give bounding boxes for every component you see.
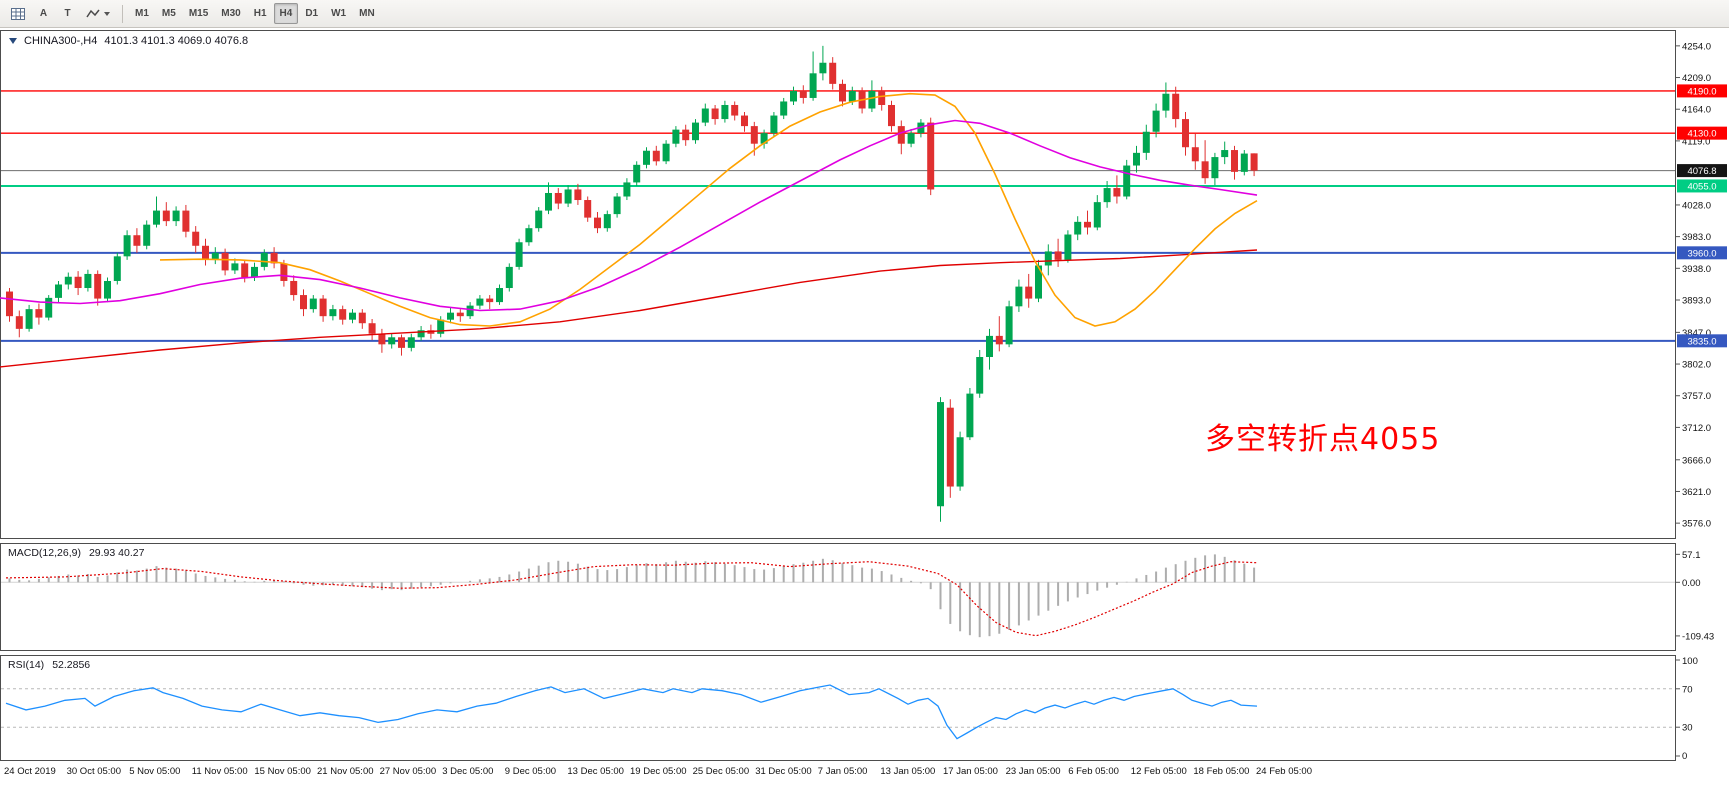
time-label: 24 Oct 2019 — [4, 766, 56, 777]
rsi-panel: 100 70 30 0 RSI(14) 52.2856 — [0, 655, 1729, 761]
svg-text:3938.0: 3938.0 — [1682, 264, 1711, 275]
svg-text:3983.0: 3983.0 — [1682, 232, 1711, 243]
grid-icon — [11, 7, 25, 20]
time-label: 18 Feb 05:00 — [1193, 766, 1250, 777]
svg-text:3712.0: 3712.0 — [1682, 423, 1711, 434]
symbols-grid-button[interactable] — [5, 3, 31, 24]
annotation-text: 多空转折点4055 — [1205, 422, 1441, 457]
svg-text:4190.0: 4190.0 — [1687, 86, 1716, 97]
rsi-name: RSI(14) — [8, 659, 45, 671]
ma-red-line — [0, 249, 1258, 368]
time-label: 13 Dec 05:00 — [567, 766, 624, 777]
macd-title: MACD(12,26,9) 29.93 40.27 — [8, 547, 144, 559]
svg-text:4076.8: 4076.8 — [1687, 166, 1716, 177]
timeframe-h4-button[interactable]: H4 — [273, 3, 299, 24]
time-label: 27 Nov 05:00 — [379, 766, 437, 777]
timeframe-buttons: M1 M5 M15 M30 H1 H4 D1 W1 MN — [129, 3, 381, 24]
svg-text:3802.0: 3802.0 — [1682, 360, 1711, 371]
main-chart-panel: 4254.0 4209.0 4164.0 4119.0 4028.0 3983.0 3938… — [0, 30, 1729, 539]
timeframe-d1-button[interactable]: D1 — [305, 8, 319, 19]
text-tool-button[interactable]: T — [64, 8, 71, 19]
price-axis: 4254.0 4209.0 4164.0 4119.0 4028.0 3983.0 3938… — [1676, 41, 1727, 530]
time-label: 7 Jan 05:00 — [817, 766, 868, 777]
horizontal-level-lines — [1, 90, 1675, 342]
ma-magenta-line — [0, 119, 1258, 312]
time-label: 5 Nov 05:00 — [129, 766, 181, 777]
time-label: 19 Dec 05:00 — [630, 766, 687, 777]
svg-text:4209.0: 4209.0 — [1682, 73, 1711, 84]
zigzag-icon — [86, 9, 100, 18]
svg-text:4119.0: 4119.0 — [1682, 136, 1710, 147]
expand-arrow-icon[interactable] — [9, 38, 17, 44]
time-label: 13 Jan 05:00 — [880, 766, 936, 777]
caret-down-icon — [104, 11, 110, 16]
svg-text:3757.0: 3757.0 — [1682, 391, 1711, 402]
svg-text:30: 30 — [1682, 723, 1693, 734]
shapes-dropdown-button[interactable] — [80, 3, 116, 24]
macd-values: 29.93 40.27 — [88, 547, 145, 559]
chart-symbol-period: CHINA300-,H4 — [24, 35, 98, 47]
svg-text:3847.0: 3847.0 — [1682, 328, 1711, 339]
svg-text:4130.0: 4130.0 — [1687, 129, 1716, 140]
timeframe-h1-button[interactable]: H1 — [253, 8, 267, 19]
svg-text:4254.0: 4254.0 — [1682, 41, 1711, 52]
svg-text:3893.0: 3893.0 — [1682, 295, 1711, 306]
candles — [6, 45, 1258, 522]
candlestick-chart[interactable]: 4254.0 4209.0 4164.0 4119.0 4028.0 3983.0 3938… — [0, 30, 1729, 539]
time-axis[interactable]: 24 Oct 2019 30 Oct 05:00 5 Nov 05:00 11 Nov… — [0, 761, 1729, 787]
toolbar: A T M1 M5 M15 M30 H1 H4 D1 W1 MN — [0, 0, 1729, 28]
svg-text:4028.0: 4028.0 — [1682, 200, 1711, 211]
timeframe-m15-button[interactable]: M15 — [188, 8, 209, 19]
timeframe-m5-button[interactable]: M5 — [161, 8, 176, 19]
time-label: 15 Nov 05:00 — [254, 766, 311, 777]
macd-signal-line — [5, 561, 1258, 637]
time-label: 31 Dec 05:00 — [755, 766, 812, 777]
rsi-title: RSI(14) 52.2856 — [8, 659, 90, 671]
svg-text:100: 100 — [1682, 656, 1698, 667]
toolbar-separator — [122, 4, 123, 23]
svg-text:3576.0: 3576.0 — [1682, 519, 1711, 530]
time-label: 6 Feb 05:00 — [1068, 766, 1119, 777]
time-label: 17 Jan 05:00 — [943, 766, 998, 777]
timeframe-w1-button[interactable]: W1 — [331, 8, 347, 19]
rsi-axis: 100 70 30 0 — [1676, 656, 1698, 761]
chart-ohlc-values: 4101.3 4101.3 4069.0 4076.8 — [104, 35, 249, 47]
svg-text:0: 0 — [1682, 751, 1687, 761]
svg-text:-109.43: -109.43 — [1682, 631, 1714, 642]
svg-text:0.00: 0.00 — [1682, 578, 1701, 589]
svg-text:3666.0: 3666.0 — [1682, 455, 1711, 466]
time-label: 21 Nov 05:00 — [317, 766, 374, 777]
rsi-chart[interactable]: 100 70 30 0 — [0, 655, 1729, 761]
svg-text:3621.0: 3621.0 — [1682, 487, 1711, 498]
time-label: 3 Dec 05:00 — [442, 766, 494, 777]
rsi-value: 52.2856 — [52, 659, 91, 671]
time-label: 24 Feb 05:00 — [1256, 766, 1312, 777]
macd-chart[interactable]: 57.1 0.00 -109.43 — [0, 543, 1729, 651]
chart-title: CHINA300-,H4 4101.3 4101.3 4069.0 4076.8 — [9, 35, 248, 47]
macd-axis: 57.1 0.00 -109.43 — [1676, 550, 1714, 642]
text-label-tool-button[interactable]: A — [39, 8, 48, 19]
time-label: 25 Dec 05:00 — [692, 766, 750, 777]
timeframe-mn-button[interactable]: MN — [359, 8, 375, 19]
rsi-line — [5, 684, 1258, 740]
time-label: 12 Feb 05:00 — [1130, 766, 1187, 777]
moving-averages — [0, 92, 1258, 368]
time-label: 11 Nov 05:00 — [191, 766, 248, 777]
time-label: 9 Dec 05:00 — [504, 766, 557, 777]
svg-text:57.1: 57.1 — [1682, 550, 1701, 561]
time-label: 30 Oct 05:00 — [66, 766, 121, 777]
svg-text:3960.0: 3960.0 — [1687, 248, 1716, 259]
svg-text:3835.0: 3835.0 — [1687, 336, 1716, 347]
macd-panel: 57.1 0.00 -109.43 MACD(12,26,9) 29.93 40.2… — [0, 543, 1729, 651]
macd-histogram — [8, 554, 1256, 638]
svg-text:4055.0: 4055.0 — [1687, 181, 1716, 192]
time-label: 23 Jan 05:00 — [1005, 766, 1061, 777]
timeframe-m1-button[interactable]: M1 — [135, 8, 149, 19]
svg-text:70: 70 — [1682, 684, 1693, 695]
ma-orange-line — [159, 92, 1258, 327]
macd-name: MACD(12,26,9) — [8, 547, 81, 559]
timeframe-m30-button[interactable]: M30 — [221, 8, 241, 19]
svg-text:4164.0: 4164.0 — [1682, 105, 1711, 116]
